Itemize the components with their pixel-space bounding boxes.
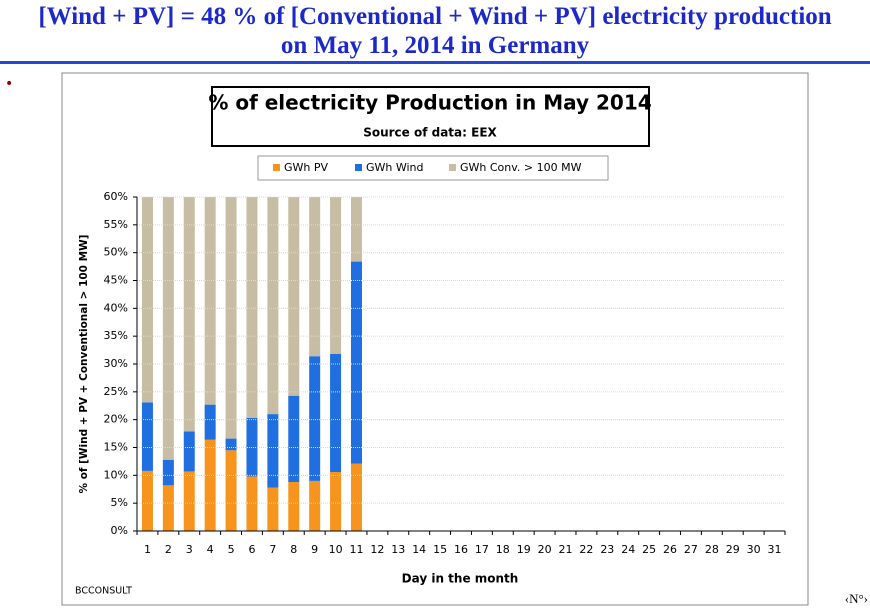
x-tick-label: 19 — [517, 543, 531, 556]
footer-source: BCCONSULT — [75, 586, 132, 597]
page-number: ‹N°› — [844, 591, 868, 606]
slide-title: [Wind + PV] = 48 % of [Conventional + Wi… — [0, 2, 870, 60]
x-axis-label: Day in the month — [402, 572, 519, 586]
bar-segment — [288, 482, 300, 531]
bar-segment — [246, 197, 258, 418]
legend-label: GWh Wind — [366, 161, 424, 174]
y-tick-label: 55% — [104, 218, 128, 231]
x-tick-label: 13 — [391, 543, 405, 556]
x-tick-label: 4 — [207, 543, 214, 556]
x-tick-label: 5 — [228, 543, 235, 556]
x-tick-label: 18 — [496, 543, 510, 556]
x-tick-label: 29 — [726, 543, 740, 556]
bar-segment — [183, 431, 195, 472]
y-tick-label: 40% — [104, 301, 128, 314]
legend-swatch — [273, 164, 280, 171]
bar-segment — [183, 471, 195, 531]
x-tick-label: 11 — [349, 543, 363, 556]
bar-segment — [225, 450, 237, 531]
bar-segment — [309, 356, 321, 481]
x-tick-label: 9 — [311, 543, 318, 556]
title-box — [211, 86, 650, 147]
y-tick-label: 60% — [104, 190, 128, 203]
x-tick-label: 17 — [475, 543, 489, 556]
bar-segment — [267, 197, 279, 415]
bar-segment — [204, 439, 216, 531]
bar-segment — [330, 353, 342, 472]
title-line: on May 11, 2014 in Germany — [280, 32, 590, 59]
chart-subtitle: Source of data: EEX — [363, 126, 497, 140]
x-tick-label: 10 — [329, 543, 343, 556]
bar-segment — [141, 402, 153, 471]
bar-segment — [350, 197, 362, 262]
bar-segment — [162, 459, 174, 486]
x-tick-label: 6 — [248, 543, 255, 556]
bar-segment — [350, 463, 362, 531]
chart-title: % of electricity Production in May 2014 — [208, 91, 651, 115]
y-tick-label: 25% — [104, 385, 128, 398]
x-tick-label: 1 — [144, 543, 151, 556]
x-tick-label: 31 — [768, 543, 782, 556]
legend-swatch — [449, 164, 456, 171]
bar-segment — [225, 197, 237, 439]
bar-segment — [288, 197, 300, 396]
title-rule — [0, 61, 870, 64]
y-tick-label: 10% — [104, 468, 128, 481]
x-tick-label: 8 — [290, 543, 297, 556]
x-tick-label: 15 — [433, 543, 447, 556]
x-tick-label: 26 — [663, 543, 677, 556]
x-tick-label: 25 — [642, 543, 656, 556]
x-tick-label: 2 — [165, 543, 172, 556]
x-tick-label: 28 — [705, 543, 719, 556]
y-axis-label: % of [Wind + PV + Conventional > 100 MW] — [78, 235, 90, 494]
plot-area — [141, 197, 362, 531]
bar-segment — [309, 480, 321, 531]
y-tick-label: 5% — [111, 496, 128, 509]
x-tick-label: 12 — [370, 543, 384, 556]
legend-label: GWh Conv. > 100 MW — [460, 161, 582, 174]
x-tick-label: 24 — [621, 543, 635, 556]
legend-swatch — [355, 164, 362, 171]
bar-segment — [330, 197, 342, 354]
bar-segment — [330, 471, 342, 531]
bar-segment — [204, 197, 216, 405]
legend — [257, 155, 609, 181]
x-tick-label: 16 — [454, 543, 468, 556]
x-tick-label: 7 — [269, 543, 276, 556]
bar-segment — [225, 438, 237, 451]
legend-label: GWh PV — [284, 161, 329, 174]
bar-segment — [267, 414, 279, 488]
bar-segment — [246, 476, 258, 531]
x-tick-label: 22 — [579, 543, 593, 556]
x-tick-label: 21 — [559, 543, 573, 556]
x-tick-label: 23 — [600, 543, 614, 556]
bar-segment — [162, 197, 174, 460]
y-tick-label: 50% — [104, 246, 128, 259]
bar-segment — [288, 395, 300, 483]
bar-segment — [183, 197, 195, 432]
x-tick-label: 14 — [412, 543, 426, 556]
bar-segment — [267, 487, 279, 531]
bullet: • — [5, 76, 14, 92]
bar-segment — [141, 470, 153, 531]
y-tick-label: 45% — [104, 274, 128, 287]
bar-segment — [162, 485, 174, 531]
y-tick-label: 35% — [104, 329, 128, 342]
chart-frame — [61, 72, 809, 606]
y-tick-label: 30% — [104, 357, 128, 370]
y-tick-label: 0% — [111, 524, 128, 537]
bar-segment — [141, 197, 153, 403]
x-tick-label: 27 — [684, 543, 698, 556]
x-tick-label: 20 — [538, 543, 552, 556]
bar-segment — [309, 197, 321, 357]
bar-segment — [204, 404, 216, 440]
x-tick-label: 30 — [747, 543, 761, 556]
title-line: [Wind + PV] = 48 % of [Conventional + Wi… — [38, 3, 832, 30]
y-tick-label: 20% — [104, 413, 128, 426]
bar-segment — [350, 261, 362, 464]
x-tick-label: 3 — [186, 543, 193, 556]
y-tick-label: 15% — [104, 441, 128, 454]
